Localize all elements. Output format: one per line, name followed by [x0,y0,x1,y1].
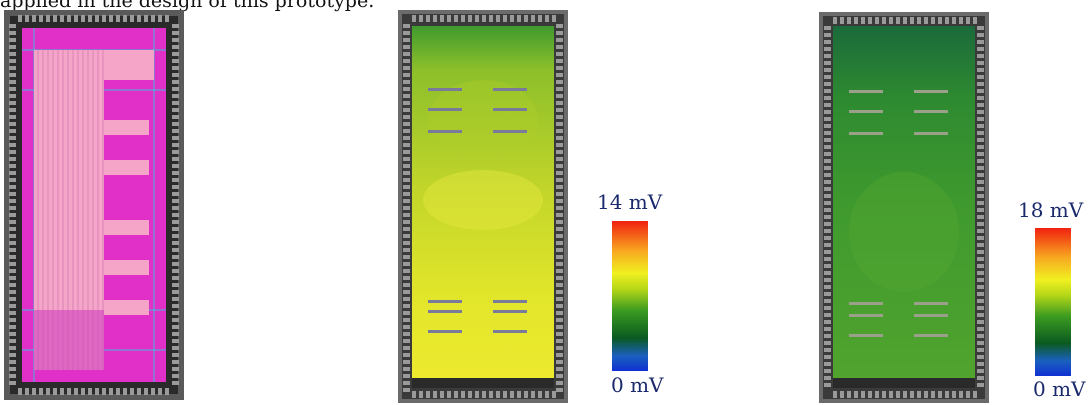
legend-1-max: 14 mV [597,190,663,214]
legend-2-max: 18 mV [1018,198,1084,222]
chip-layout-image [4,10,184,400]
ir-drop-map-1 [398,10,568,403]
legend-2-min: 0 mV [1033,377,1086,401]
caption-fragment: applied in the design of this prototype. [0,0,375,12]
colorbar-1 [612,221,648,371]
legend-1-min: 0 mV [611,373,664,397]
ir-drop-map-2 [819,12,989,403]
colorbar-2 [1035,228,1071,376]
